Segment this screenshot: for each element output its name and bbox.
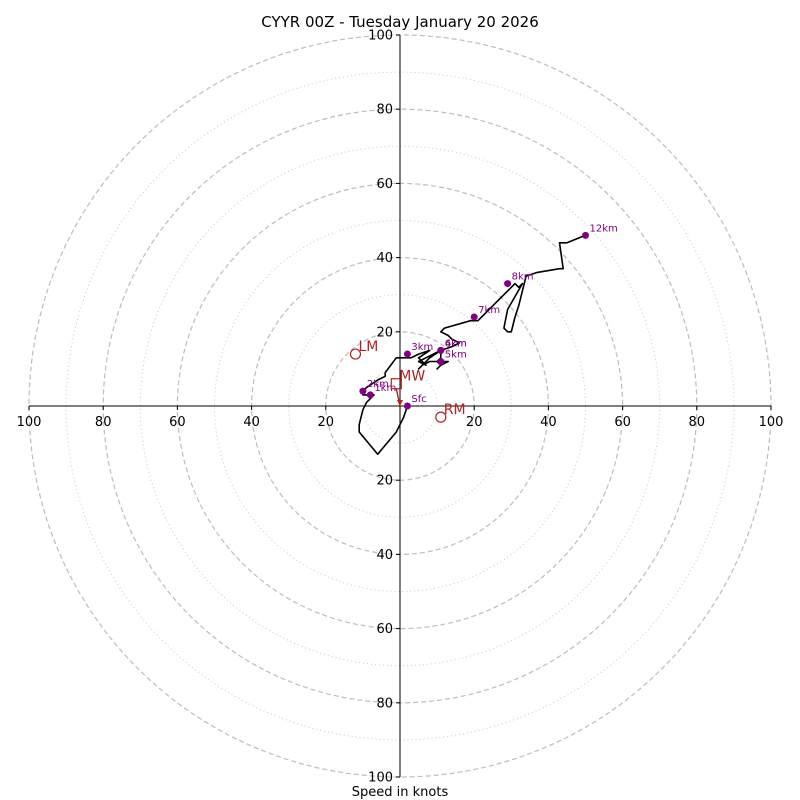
height-marker-dot [403,402,411,410]
y-tick-label: 100 [368,29,393,44]
height-marker-dot [470,313,478,321]
tick-labels: 100 100 80 80 60 60 40 40 20 20 20 20 40 40 60 60 80 80 10… [17,29,784,786]
chart-title: CYYR 00Z - Tuesday January 20 2026 [261,13,539,31]
height-marker-dot [582,231,589,239]
storm-motion-label: MW [399,369,425,385]
height-marker-dot [437,357,445,365]
x-tick-label: 20 [318,415,335,430]
height-marker-dot [437,346,445,354]
x-tick-label: 20 [466,415,483,430]
x-tick-label: 100 [17,415,42,430]
height-marker-dot [359,387,367,395]
y-tick-label: 80 [376,103,393,118]
height-marker-label: 5km [445,349,467,360]
x-tick-label: 100 [759,415,784,430]
x-tick-label: 40 [243,415,260,430]
x-tick-label: 60 [169,415,186,430]
x-tick-label: 40 [540,415,557,430]
height-marker-dot [366,391,374,399]
height-marker-dot [504,280,512,288]
y-tick-label: 60 [376,177,393,192]
height-marker-dot [403,350,411,358]
storm-motion-markers: LM MW RM [349,339,466,423]
height-marker-label: Sfc [411,394,426,405]
height-marker-label: 4km [445,338,467,349]
height-marker-label: 8km [512,272,534,283]
storm-motion-label: RM [444,402,466,418]
y-tick-label: 60 [376,622,393,637]
x-tick-label: 80 [689,415,706,430]
height-marker-label: 6km [445,338,467,349]
storm-motion-label: LM [358,339,378,355]
y-tick-label: 40 [376,548,393,563]
y-tick-label: 20 [376,474,393,489]
height-marker-label: 7km [478,305,500,316]
storm-motion-circle [349,348,362,360]
height-marker-label: 2km [367,379,389,390]
y-tick-label: 20 [376,325,393,340]
storm-motion-circle [435,411,447,423]
y-tick-label: 80 [376,696,393,711]
y-tick-label: 40 [376,251,393,266]
height-marker-label: 1km [374,383,396,394]
x-tick-label: 60 [614,415,631,430]
height-marker-label: 3km [411,342,433,353]
height-marker-label: 12km [590,223,618,234]
x-axis-label: Speed in knots [352,785,449,800]
y-tick-label: 100 [368,771,393,786]
mean-wind-arrow-head [397,400,403,406]
x-tick-label: 80 [95,415,112,430]
